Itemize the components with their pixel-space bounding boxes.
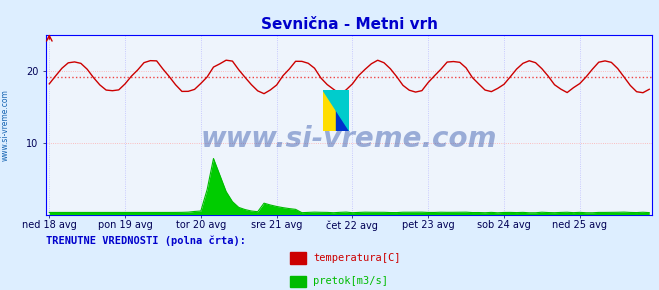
Bar — [336, 90, 349, 130]
Polygon shape — [323, 90, 349, 130]
Title: Sevnična - Metni vrh: Sevnična - Metni vrh — [261, 17, 438, 32]
Text: www.si-vreme.com: www.si-vreme.com — [1, 89, 10, 161]
Text: pretok[m3/s]: pretok[m3/s] — [313, 276, 388, 286]
Bar — [323, 90, 336, 130]
Text: temperatura[C]: temperatura[C] — [313, 253, 401, 263]
Text: TRENUTNE VREDNOSTI (polna črta):: TRENUTNE VREDNOSTI (polna črta): — [46, 235, 246, 246]
Text: www.si-vreme.com: www.si-vreme.com — [201, 125, 498, 153]
